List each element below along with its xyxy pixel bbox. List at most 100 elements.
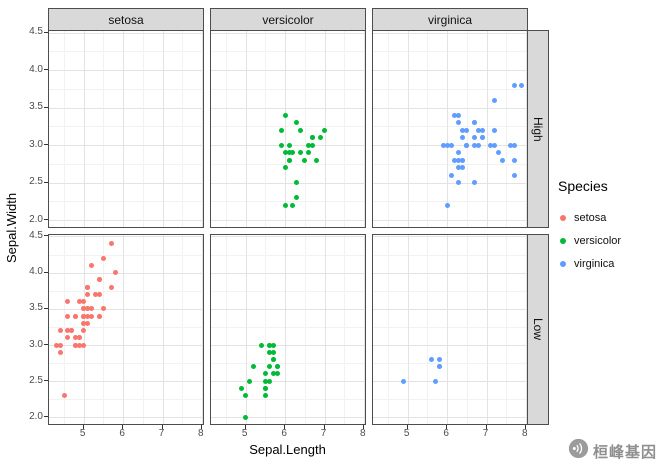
data-point bbox=[93, 291, 98, 297]
facet-strip-versicolor: versicolor bbox=[210, 8, 366, 31]
x-tick-label: 5 bbox=[241, 428, 248, 439]
gridline-minor bbox=[49, 399, 203, 401]
data-point bbox=[65, 313, 71, 319]
gridline-minor bbox=[182, 235, 184, 424]
watermark-logo-icon bbox=[568, 438, 589, 464]
gridline-minor bbox=[373, 163, 527, 165]
facet-panel-high-setosa bbox=[48, 30, 204, 228]
y-tick-mark bbox=[44, 219, 48, 220]
gridline-major bbox=[373, 182, 527, 184]
gridline-minor bbox=[49, 326, 203, 328]
gridline-minor bbox=[49, 201, 203, 203]
x-tick-label: 7 bbox=[158, 428, 165, 439]
legend-entry-setosa: setosa bbox=[558, 206, 660, 229]
x-tick-mark bbox=[323, 425, 325, 429]
gridline-major bbox=[49, 308, 203, 310]
data-point bbox=[294, 195, 300, 200]
gridline-major bbox=[49, 220, 203, 221]
gridline-major bbox=[285, 31, 287, 227]
data-point bbox=[290, 150, 296, 155]
data-point bbox=[96, 277, 102, 283]
data-point bbox=[89, 306, 94, 312]
data-point bbox=[96, 291, 102, 297]
data-point bbox=[81, 299, 87, 305]
data-point bbox=[491, 127, 497, 133]
data-point bbox=[519, 82, 525, 88]
gridline-minor bbox=[344, 31, 346, 227]
y-tick-label: 3.5 bbox=[29, 101, 43, 112]
gridline-major bbox=[447, 31, 449, 227]
y-tick-mark bbox=[44, 144, 48, 145]
data-point bbox=[464, 127, 470, 133]
data-point bbox=[310, 142, 316, 148]
gridline-minor bbox=[373, 51, 527, 53]
data-point bbox=[322, 127, 327, 133]
gridline-major bbox=[201, 235, 203, 424]
gridline-major bbox=[49, 345, 203, 346]
data-point bbox=[270, 349, 276, 355]
watermark-text: 桓峰基因 bbox=[592, 443, 657, 461]
gridline-minor bbox=[211, 126, 365, 128]
gridline-major bbox=[447, 235, 449, 424]
gridline-major bbox=[211, 220, 365, 221]
gridline-major bbox=[49, 182, 203, 184]
data-point bbox=[100, 255, 106, 261]
gridline-minor bbox=[304, 31, 306, 227]
legend-label: versicolor bbox=[574, 234, 622, 247]
x-tick-label: 7 bbox=[482, 428, 489, 439]
gridline-major bbox=[373, 236, 527, 238]
x-tick-label: 8 bbox=[360, 428, 366, 439]
data-point bbox=[452, 112, 458, 118]
data-point bbox=[310, 135, 316, 140]
data-point bbox=[77, 342, 83, 348]
y-tick-label: 4.0 bbox=[29, 63, 43, 75]
data-point bbox=[302, 157, 308, 163]
x-tick-mark bbox=[485, 425, 487, 429]
gridline-minor bbox=[506, 31, 508, 227]
data-point bbox=[262, 393, 268, 399]
data-point bbox=[456, 112, 462, 118]
gridline-major bbox=[363, 235, 365, 424]
data-point bbox=[57, 349, 63, 355]
x-tick-mark bbox=[244, 425, 246, 429]
data-point bbox=[108, 284, 114, 290]
data-point bbox=[428, 356, 434, 362]
gridline-minor bbox=[466, 235, 468, 424]
gridline-minor bbox=[427, 235, 429, 424]
data-point bbox=[81, 328, 87, 333]
gridline-minor bbox=[265, 31, 267, 227]
y-tick-mark bbox=[44, 69, 48, 70]
watermark: 桓峰基因 bbox=[568, 438, 657, 464]
legend-key-dot-setosa bbox=[560, 214, 566, 221]
gridline-major bbox=[373, 308, 527, 310]
x-tick-mark bbox=[200, 425, 202, 429]
data-point bbox=[112, 270, 118, 276]
gridline-major bbox=[525, 235, 527, 424]
data-point bbox=[440, 142, 446, 148]
data-point bbox=[444, 202, 450, 208]
gridline-major bbox=[49, 145, 203, 146]
data-point bbox=[480, 127, 485, 133]
gridline-minor bbox=[49, 163, 203, 165]
data-point bbox=[294, 180, 300, 185]
gridline-minor bbox=[142, 31, 144, 227]
gridline-major bbox=[49, 272, 203, 274]
gridline-major bbox=[373, 70, 527, 71]
data-point bbox=[452, 157, 458, 163]
data-point bbox=[460, 127, 466, 133]
y-tick-label: 3.5 bbox=[29, 302, 43, 314]
data-point bbox=[286, 157, 292, 163]
data-point bbox=[270, 356, 276, 362]
data-point bbox=[464, 142, 470, 148]
gridline-minor bbox=[211, 254, 365, 256]
gridline-minor bbox=[211, 399, 365, 401]
x-tick-label: 5 bbox=[403, 428, 410, 439]
data-point bbox=[314, 157, 320, 163]
gridline-minor bbox=[211, 163, 365, 165]
gridline-major bbox=[211, 308, 365, 310]
data-point bbox=[73, 313, 79, 319]
x-tick-mark bbox=[284, 425, 286, 429]
gridline-minor bbox=[373, 399, 527, 401]
data-point bbox=[286, 150, 292, 155]
x-axis-title: Sepal.Length bbox=[249, 442, 326, 457]
